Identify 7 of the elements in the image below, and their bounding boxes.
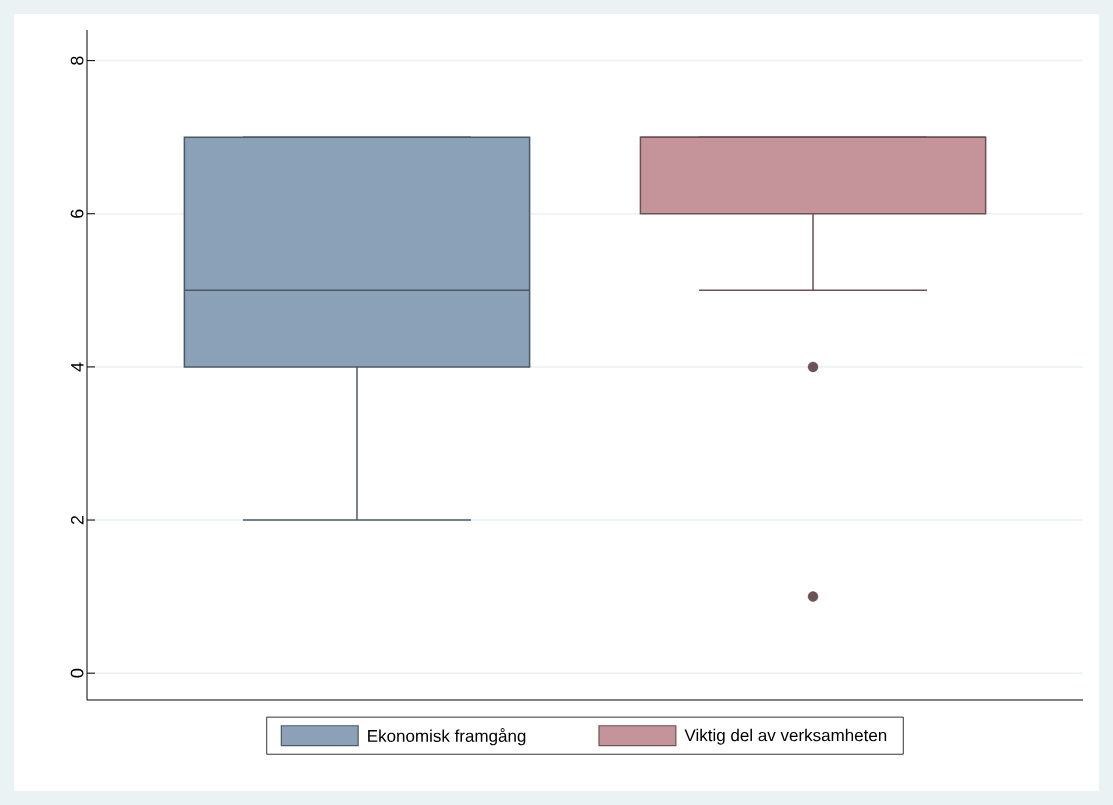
y-tick-label: 2 <box>70 515 84 525</box>
y-tick-label: 8 <box>70 56 84 65</box>
legend-label: Viktig del av verksamheten <box>684 728 887 745</box>
y-tick-label: 6 <box>70 209 84 218</box>
y-tick-label: 4 <box>71 362 84 372</box>
y-tick-label: 0 <box>70 668 84 678</box>
legend-label: Ekonomisk framgång <box>368 728 526 746</box>
